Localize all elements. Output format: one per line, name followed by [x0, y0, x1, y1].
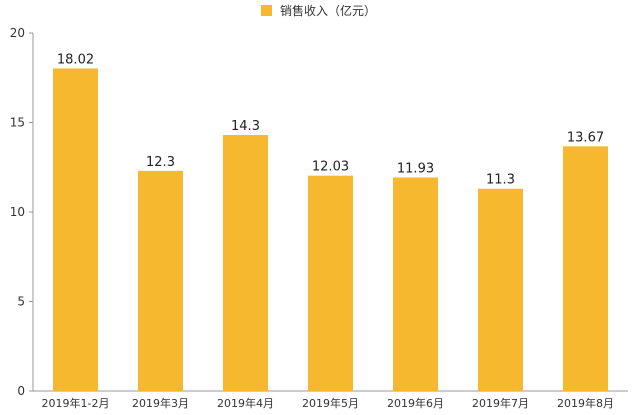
data-label: 18.02 [57, 52, 94, 67]
y-axis-ticks: 0 5 10 15 20 [10, 26, 33, 398]
x-tick-label: 2019年4月 [217, 396, 274, 410]
legend: 销售收入（亿元） [261, 3, 376, 18]
y-tick-label: 0 [17, 384, 25, 398]
data-label: 11.3 [486, 173, 515, 188]
legend-swatch [261, 5, 272, 16]
x-tick-label: 2019年8月 [557, 396, 614, 410]
data-label: 13.67 [567, 130, 604, 145]
y-tick-label: 20 [10, 26, 25, 40]
bars [53, 68, 608, 391]
data-label: 14.3 [231, 119, 260, 134]
bar [138, 170, 183, 391]
bar [563, 146, 608, 391]
data-label: 12.3 [146, 155, 175, 170]
x-axis-labels: 2019年1-2月 2019年3月 2019年4月 2019年5月 2019年6月 201… [42, 396, 614, 410]
x-tick-label: 2019年6月 [387, 396, 444, 410]
bar [308, 175, 353, 391]
y-tick-label: 15 [10, 116, 25, 130]
x-tick-label: 2019年5月 [302, 396, 359, 410]
bar [53, 68, 98, 391]
data-label: 11.93 [397, 161, 434, 176]
data-labels: 18.02 12.3 14.3 12.03 11.93 11.3 13.67 [57, 52, 604, 187]
data-label: 12.03 [312, 160, 349, 175]
x-tick-label: 2019年3月 [132, 396, 189, 410]
x-tick-label: 2019年7月 [472, 396, 529, 410]
bar [223, 135, 268, 391]
y-tick-label: 10 [10, 205, 25, 219]
legend-label: 销售收入（亿元） [280, 3, 376, 18]
bar [478, 188, 523, 391]
y-tick-label: 5 [17, 295, 25, 309]
x-tick-label: 2019年1-2月 [42, 396, 110, 410]
bar [393, 177, 438, 391]
